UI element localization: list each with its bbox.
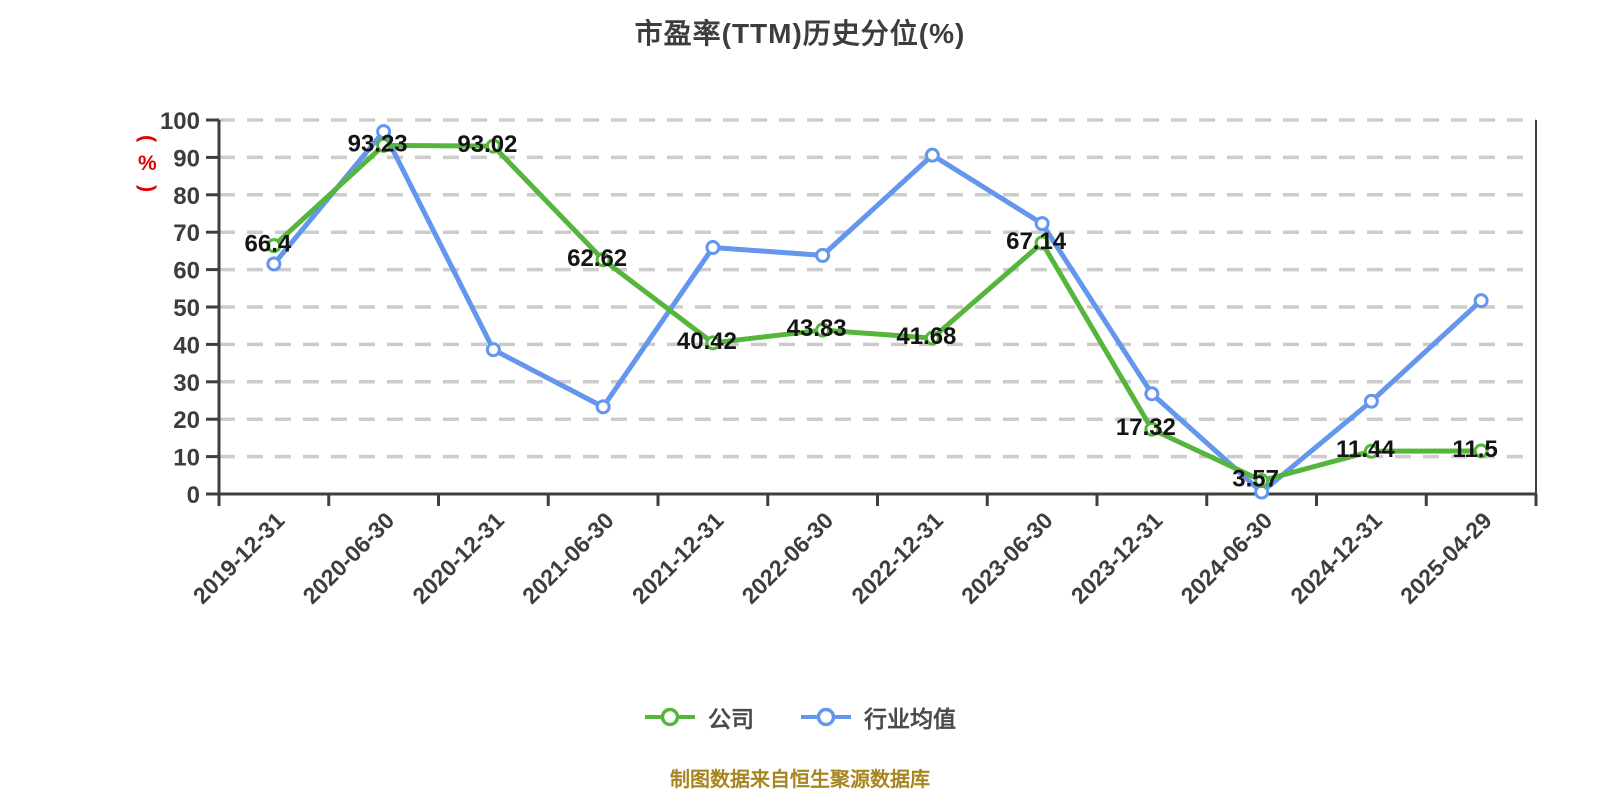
chart-title: 市盈率(TTM)历史分位(%)	[634, 18, 966, 49]
y-axis-unit-char: )	[135, 185, 159, 193]
company-point-label: 62.62	[567, 245, 627, 272]
company-point-label: 93.23	[348, 130, 408, 157]
company-point-label: 17.32	[1116, 414, 1176, 441]
x-tick-label: 2024-12-31	[1285, 507, 1387, 609]
x-tick-label: 2023-06-30	[956, 507, 1058, 609]
company-data-point[interactable]	[1363, 443, 1379, 459]
y-axis-unit-char: %	[138, 152, 157, 176]
x-tick-label: 2023-12-31	[1066, 507, 1168, 609]
industry-series-line	[271, 129, 1484, 495]
x-tick-label: 2020-12-31	[407, 507, 509, 609]
company-series-line	[271, 142, 1484, 484]
company-data-point[interactable]	[1254, 473, 1270, 489]
company-point-label: 67.14	[1006, 228, 1067, 255]
y-tick-label: 70	[173, 220, 200, 247]
x-tick-label: 2022-06-30	[737, 507, 839, 609]
company-point-label: 40.42	[677, 328, 737, 355]
company-data-point[interactable]	[1144, 421, 1160, 437]
company-point-label: 3.57	[1232, 466, 1279, 493]
legend-item-company[interactable]: 公司	[644, 700, 754, 734]
company-point-label: 41.68	[896, 323, 956, 350]
company-data-point[interactable]	[924, 330, 940, 346]
company-point-label: 11.44	[1336, 436, 1395, 463]
legend-label-industry: 行业均值	[864, 706, 956, 732]
company-legend-marker-icon	[645, 707, 695, 727]
y-axis-unit-char: (	[135, 135, 159, 143]
x-tick-label: 2021-12-31	[627, 507, 729, 609]
y-tick-label: 50	[173, 295, 200, 322]
company-data-point[interactable]	[705, 335, 721, 351]
industry-data-point[interactable]	[1034, 216, 1050, 232]
industry-data-point[interactable]	[1473, 293, 1489, 309]
company-data-point[interactable]	[485, 138, 501, 154]
y-tick-label: 20	[173, 407, 200, 434]
y-tick-label: 30	[173, 370, 200, 397]
company-data-point[interactable]	[376, 137, 392, 153]
company-point-label: 11.5	[1452, 436, 1497, 463]
x-tick-label: 2019-12-31	[188, 507, 290, 609]
industry-data-point[interactable]	[1144, 386, 1160, 402]
y-tick-label: 90	[173, 145, 200, 172]
company-data-point[interactable]	[1473, 443, 1489, 459]
industry-data-point[interactable]	[815, 247, 831, 263]
legend: 公司 行业均值	[0, 700, 1600, 734]
x-tick-label: 2021-06-30	[517, 507, 619, 609]
data-source-note: 制图数据来自恒生聚源数据库	[670, 769, 930, 791]
company-data-point[interactable]	[266, 238, 282, 254]
y-tick-label: 40	[173, 332, 200, 359]
industry-data-point[interactable]	[924, 147, 940, 163]
industry-legend-marker-icon	[801, 707, 851, 727]
company-point-label: 93.02	[457, 131, 517, 158]
company-data-point[interactable]	[595, 252, 611, 268]
x-tick-label: 2024-06-30	[1176, 507, 1278, 609]
y-tick-label: 80	[173, 183, 200, 210]
company-data-point[interactable]	[1034, 235, 1050, 251]
y-tick-label: 10	[173, 445, 200, 472]
industry-data-point[interactable]	[1363, 393, 1379, 409]
industry-data-point[interactable]	[376, 124, 392, 140]
legend-item-industry[interactable]: 行业均值	[800, 700, 956, 734]
industry-data-point[interactable]	[705, 240, 721, 256]
industry-data-point[interactable]	[595, 399, 611, 415]
company-point-label: 66.4	[245, 231, 292, 258]
y-tick-label: 0	[187, 482, 200, 509]
industry-data-point[interactable]	[266, 256, 282, 272]
industry-data-point[interactable]	[485, 342, 501, 358]
company-point-label: 43.83	[787, 315, 847, 342]
legend-label-company: 公司	[708, 706, 754, 732]
company-data-point[interactable]	[815, 322, 831, 338]
x-tick-label: 2025-04-29	[1395, 507, 1497, 609]
y-tick-label: 60	[173, 258, 200, 285]
x-tick-label: 2022-12-31	[846, 507, 948, 609]
y-axis-unit-label: (%)	[135, 126, 159, 202]
x-tick-label: 2020-06-30	[298, 507, 400, 609]
y-tick-label: 100	[160, 108, 200, 135]
